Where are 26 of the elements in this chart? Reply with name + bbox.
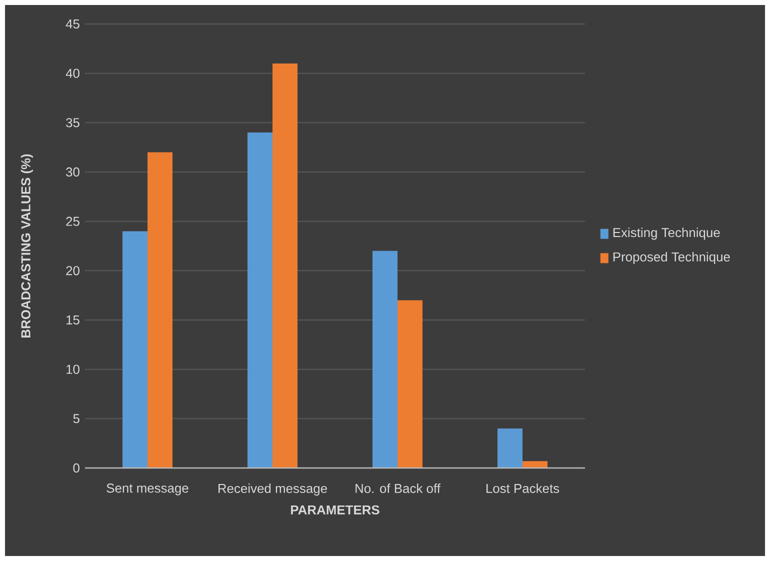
bar (248, 132, 272, 468)
bar (522, 461, 548, 468)
x-tick-label: No. of Back off (356, 484, 440, 494)
bar (122, 231, 148, 468)
y-tick-label: 35 (66, 118, 80, 128)
bar (372, 250, 398, 468)
y-tick-label: 5 (73, 414, 80, 424)
bar (272, 63, 298, 468)
x-tick-label: Lost Packets (486, 484, 560, 494)
x-axis-title: PARAMETERS (291, 505, 380, 514)
y-tick-label: 20 (66, 266, 80, 276)
legend-label: Proposed Technique (613, 252, 730, 264)
y-tick-label: 10 (66, 364, 80, 374)
y-axis-title: BROADCASTING VALUES (%) (20, 154, 33, 338)
y-tick-label: 0 (73, 463, 80, 473)
y-tick-label: 45 (66, 19, 80, 29)
y-tick-label: 15 (66, 315, 80, 325)
x-tick-label: Sent message (106, 484, 188, 496)
bar (148, 152, 172, 468)
bar (398, 300, 422, 468)
bar (498, 428, 522, 468)
legend-label: Existing Technique (613, 228, 720, 240)
y-tick-label: 25 (66, 216, 80, 226)
x-tick-label: Received message (218, 484, 327, 496)
y-tick-label: 40 (66, 68, 80, 78)
y-tick-label: 30 (66, 167, 80, 177)
